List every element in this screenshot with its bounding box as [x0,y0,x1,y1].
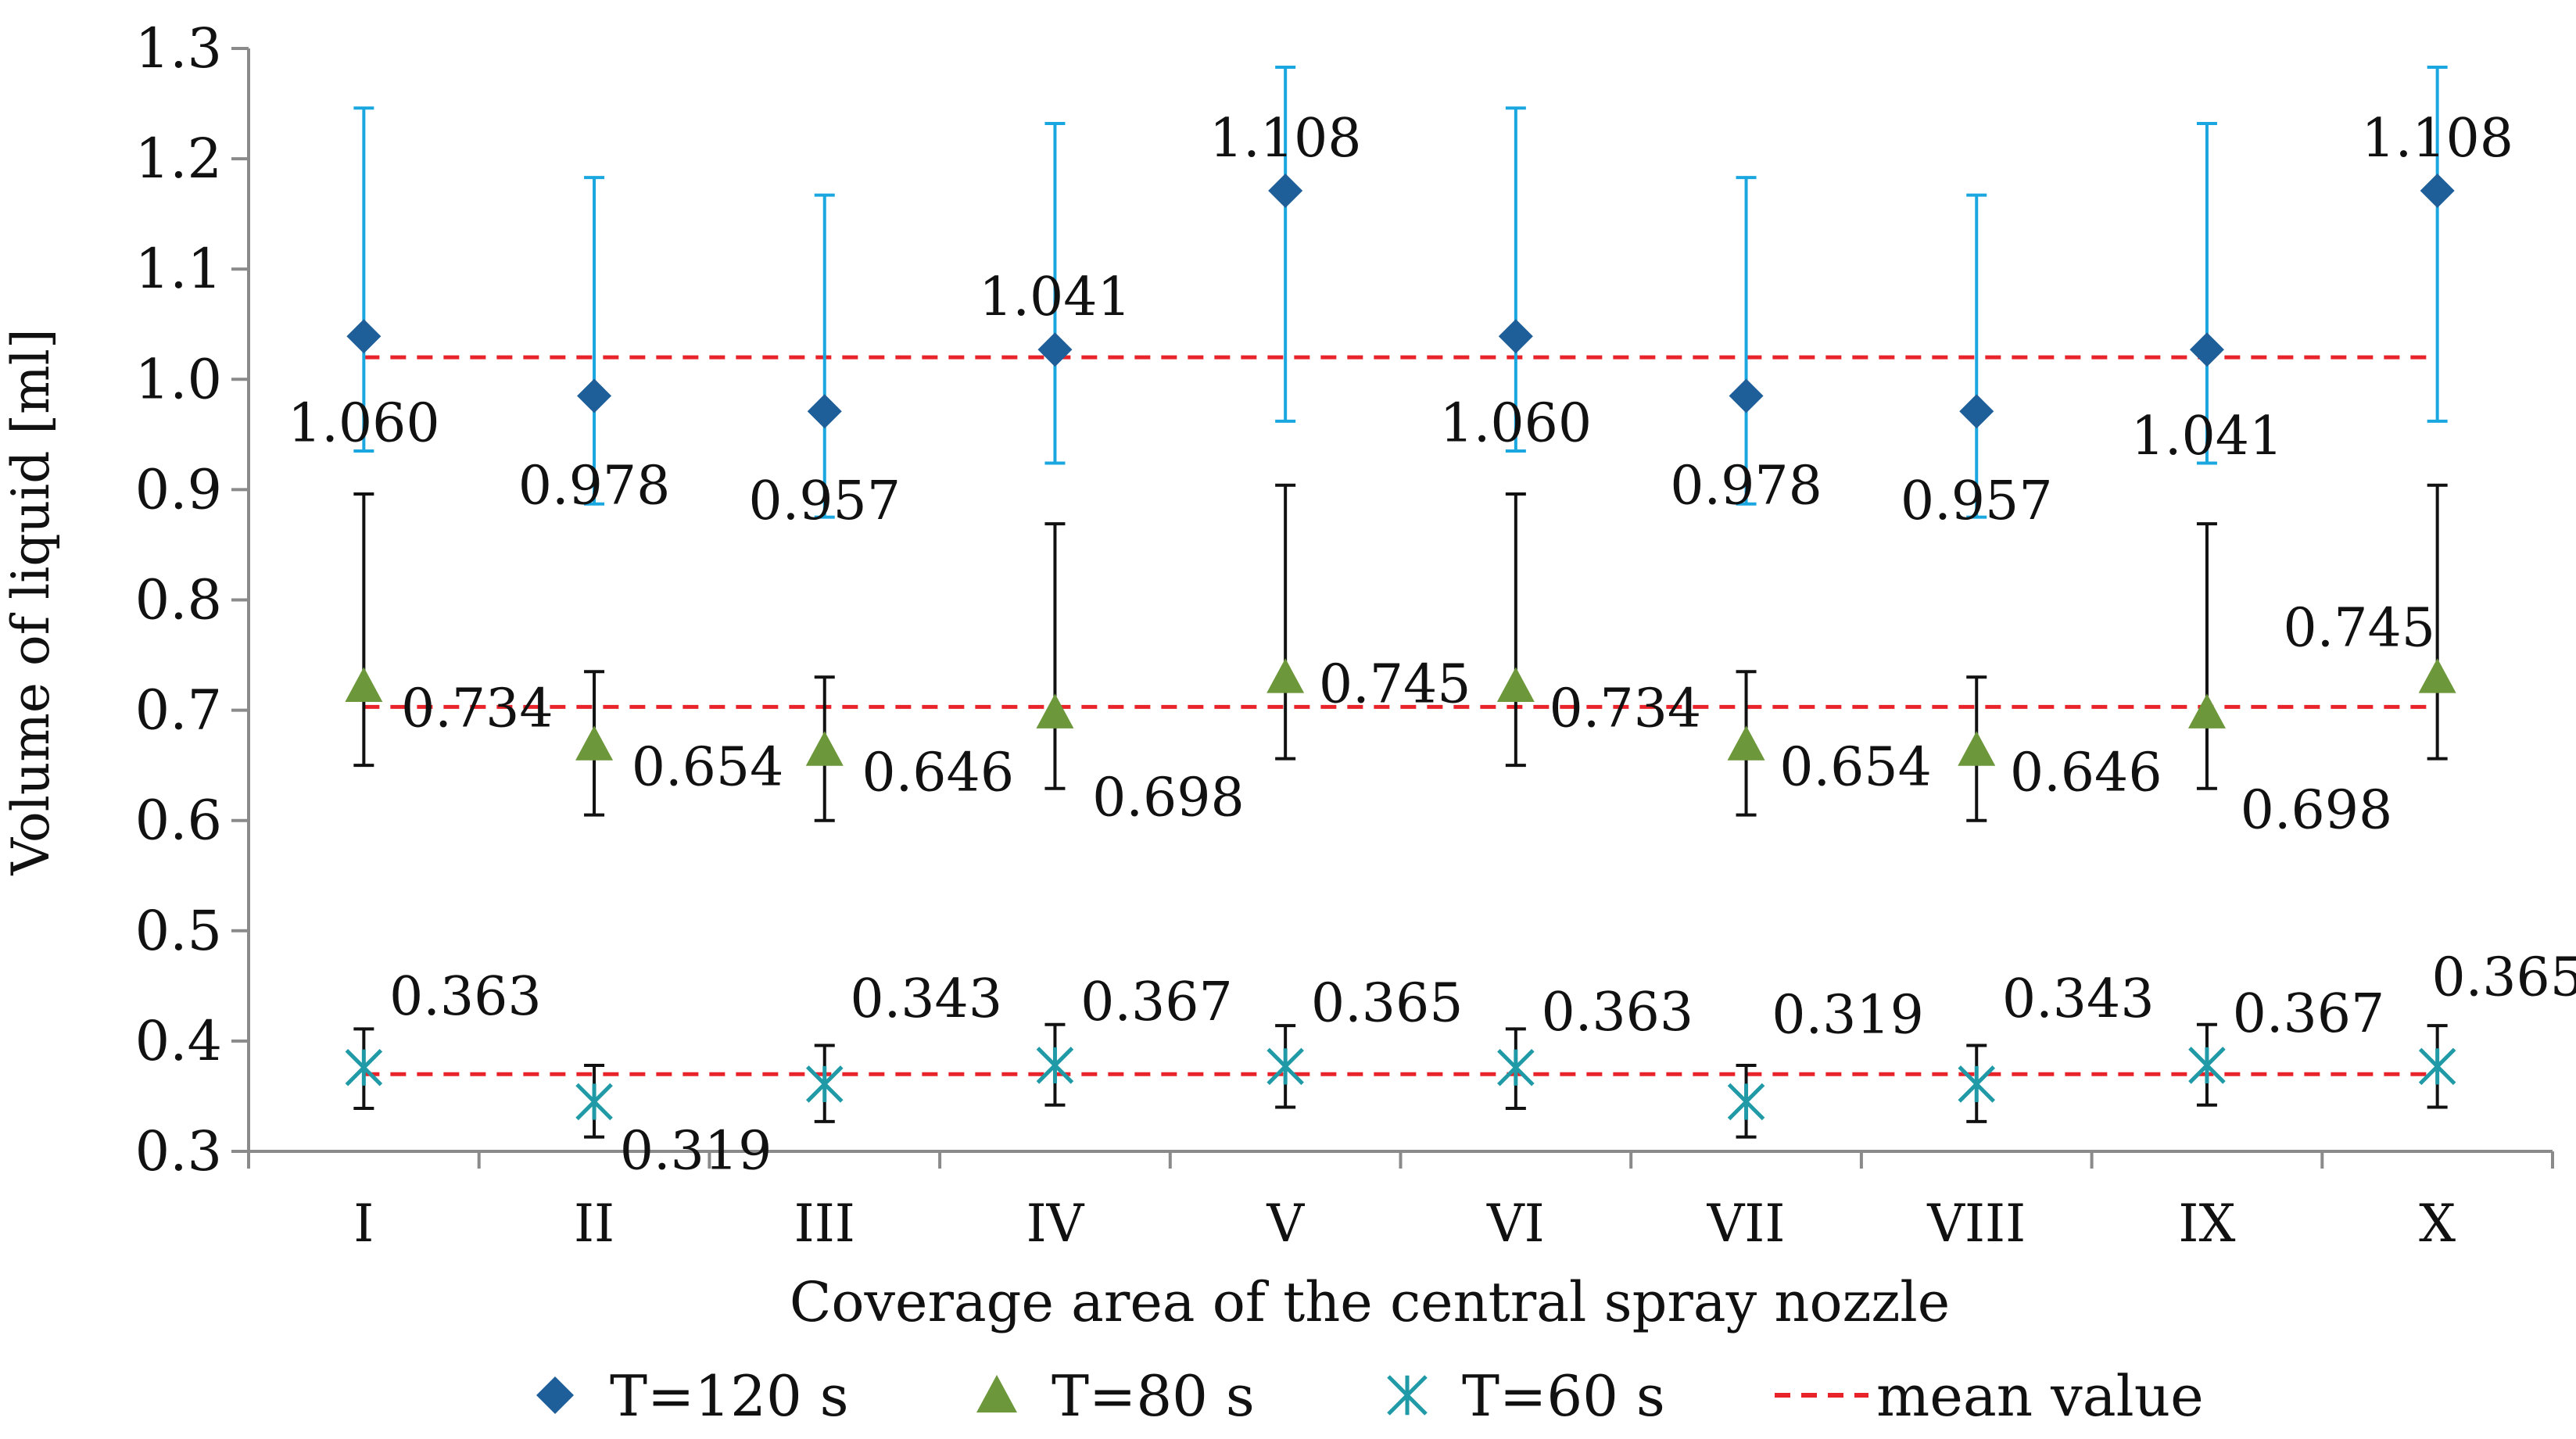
axes: 0.30.40.50.60.70.80.91.01.11.21.3I II III I… [135,16,2554,1254]
data-label: 1.060 [288,392,440,454]
data-label: 0.343 [850,968,1002,1030]
y-tick-label: 0.5 [135,899,222,963]
data-point-diamond [1498,319,1533,354]
data-label: 0.734 [1550,678,1702,740]
data-label: 0.365 [1311,972,1464,1034]
data-point-diamond [1729,378,1764,413]
data-point-diamond [2420,174,2455,209]
data-point-asterisk [805,1065,844,1103]
data-label: 0.367 [2233,983,2385,1045]
x-tick-label: VI [1486,1194,1545,1254]
x-tick-label: III [794,1194,855,1254]
data-point-triangle [2187,693,2226,728]
legend-marker-diamond [536,1376,574,1414]
data-label: 0.363 [389,966,542,1028]
x-tick-label: I [353,1194,374,1254]
data-label: 0.319 [620,1121,772,1183]
x-tick-label: V [1266,1194,1305,1254]
data-point-diamond [2189,332,2224,367]
y-tick-label: 0.9 [135,457,222,521]
data-label: 1.108 [2361,108,2513,170]
error-bars [353,65,2448,1139]
data-labels: 1.060 0.978 0.957 1.041 1.108 1.060 0.978 0.957… [288,108,2576,1182]
data-point-asterisk [1727,1083,1765,1121]
data-label: 0.698 [2241,779,2393,841]
legend-marker-asterisk [1387,1375,1428,1416]
y-tick-label: 1.0 [135,347,222,411]
data-label: 0.367 [1080,972,1233,1033]
legend-label: T=120 s [610,1363,849,1429]
y-tick-label: 1.3 [135,16,222,81]
data-point-triangle [1958,731,1996,766]
x-tick-label: X [2419,1194,2456,1254]
y-tick-label: 0.8 [135,568,222,632]
data-label: 0.698 [1092,767,1245,829]
data-point-diamond [577,378,612,413]
y-tick-label: 0.4 [135,1009,222,1073]
data-label: 0.734 [401,678,554,740]
data-point-diamond [1037,332,1073,367]
data-label: 0.343 [2002,968,2155,1030]
data-point-asterisk [1958,1065,1996,1103]
x-tick-label: VIII [1926,1194,2026,1254]
data-point-triangle [1267,658,1305,693]
data-point-triangle [805,731,844,766]
legend-label: mean value [1876,1363,2204,1429]
data-point-asterisk [1497,1048,1535,1086]
data-point-triangle [1727,725,1765,761]
data-point-asterisk [1036,1047,1074,1084]
data-label: 0.654 [1779,736,1932,798]
data-point-asterisk [2418,1047,2456,1086]
data-label: 1.060 [1440,392,1593,454]
data-label: 0.319 [1772,985,1924,1047]
data-label: 0.957 [748,471,901,532]
data-point-diamond [346,319,382,354]
data-label: 0.646 [2010,742,2162,804]
y-tick-label: 1.2 [135,127,222,191]
data-point-asterisk [2188,1047,2226,1084]
data-label: 0.978 [1670,455,1822,517]
y-tick-label: 0.3 [135,1119,222,1183]
data-label: 0.363 [1542,982,1694,1043]
data-point-triangle [1036,693,1074,728]
data-label: 0.365 [2431,947,2576,1008]
data-label: 0.745 [1319,653,1471,715]
data-label: 0.978 [518,455,671,517]
data-label: 1.041 [979,267,1131,328]
data-point-triangle [575,725,614,761]
legend-label: T=80 s [1052,1363,1255,1429]
legend: T=120 s T=80 s T=60 s mean value [536,1363,2204,1429]
x-tick-label: II [574,1194,614,1254]
data-point-triangle [1496,667,1535,702]
data-point-triangle [2418,658,2456,693]
y-tick-label: 0.6 [135,789,222,853]
y-tick-label: 0.7 [135,678,222,743]
data-point-diamond [1268,174,1303,209]
data-label: 1.108 [1209,108,1362,170]
legend-marker-triangle [976,1375,1017,1413]
data-label: 1.041 [2131,406,2284,467]
data-label: 0.646 [862,742,1014,804]
data-point-diamond [1959,394,1994,429]
x-tick-label: VII [1707,1194,1786,1254]
y-tick-label: 1.1 [135,237,222,301]
markers [345,174,2456,1121]
x-tick-label: IX [2178,1194,2235,1254]
data-point-asterisk [345,1048,383,1086]
x-axis-title: Coverage area of the central spray nozzl… [790,1270,1950,1334]
data-point-diamond [807,394,842,429]
data-point-asterisk [575,1083,613,1121]
data-label: 0.654 [632,736,784,798]
data-label: 0.745 [2283,597,2435,659]
legend-label: T=60 s [1462,1363,1665,1429]
mean-lines [364,355,2438,1076]
data-point-triangle [345,667,383,702]
y-axis-title: Volume of liquid [ml] [1,328,61,875]
data-point-asterisk [1267,1047,1304,1086]
x-tick-label: IV [1026,1194,1085,1254]
data-label: 0.957 [1901,471,2053,532]
